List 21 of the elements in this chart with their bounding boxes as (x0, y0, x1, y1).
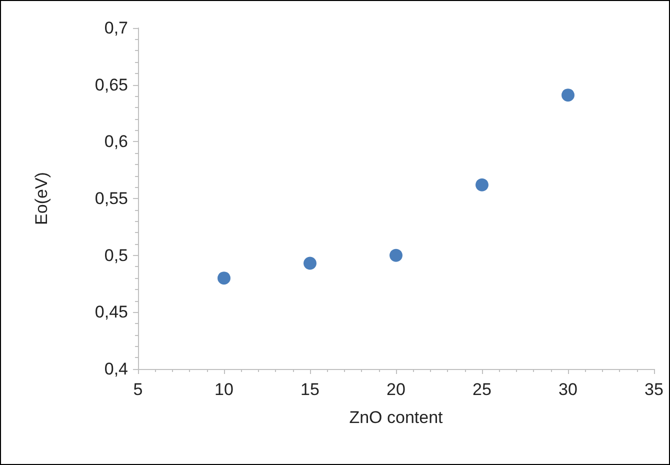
x-tick-label: 35 (644, 380, 664, 399)
point (390, 248, 402, 262)
y-tick-label: 0,4 (104, 360, 128, 378)
point (304, 256, 316, 270)
x-tick-label: 15 (300, 380, 320, 399)
x-tick-label: 30 (558, 380, 578, 399)
y-tick-label: 0,45 (94, 302, 128, 322)
y-tick-label: 0,55 (94, 189, 128, 208)
x-tick-label: 5 (133, 380, 143, 399)
y-tick-label: 0,65 (94, 75, 128, 94)
y-tick-label: 0,6 (104, 132, 128, 152)
point (562, 88, 574, 102)
x-tick-label: 20 (386, 380, 406, 399)
y-tick-label: 0,7 (104, 18, 128, 38)
x-tick-label: 10 (214, 380, 234, 399)
point (218, 272, 230, 285)
point (476, 178, 488, 192)
x-tick-label: 25 (472, 380, 492, 399)
y-axis-title: Eo(eV) (32, 172, 51, 225)
x-axis-title: ZnO content (349, 408, 444, 427)
y-tick-label: 0,5 (104, 246, 128, 265)
